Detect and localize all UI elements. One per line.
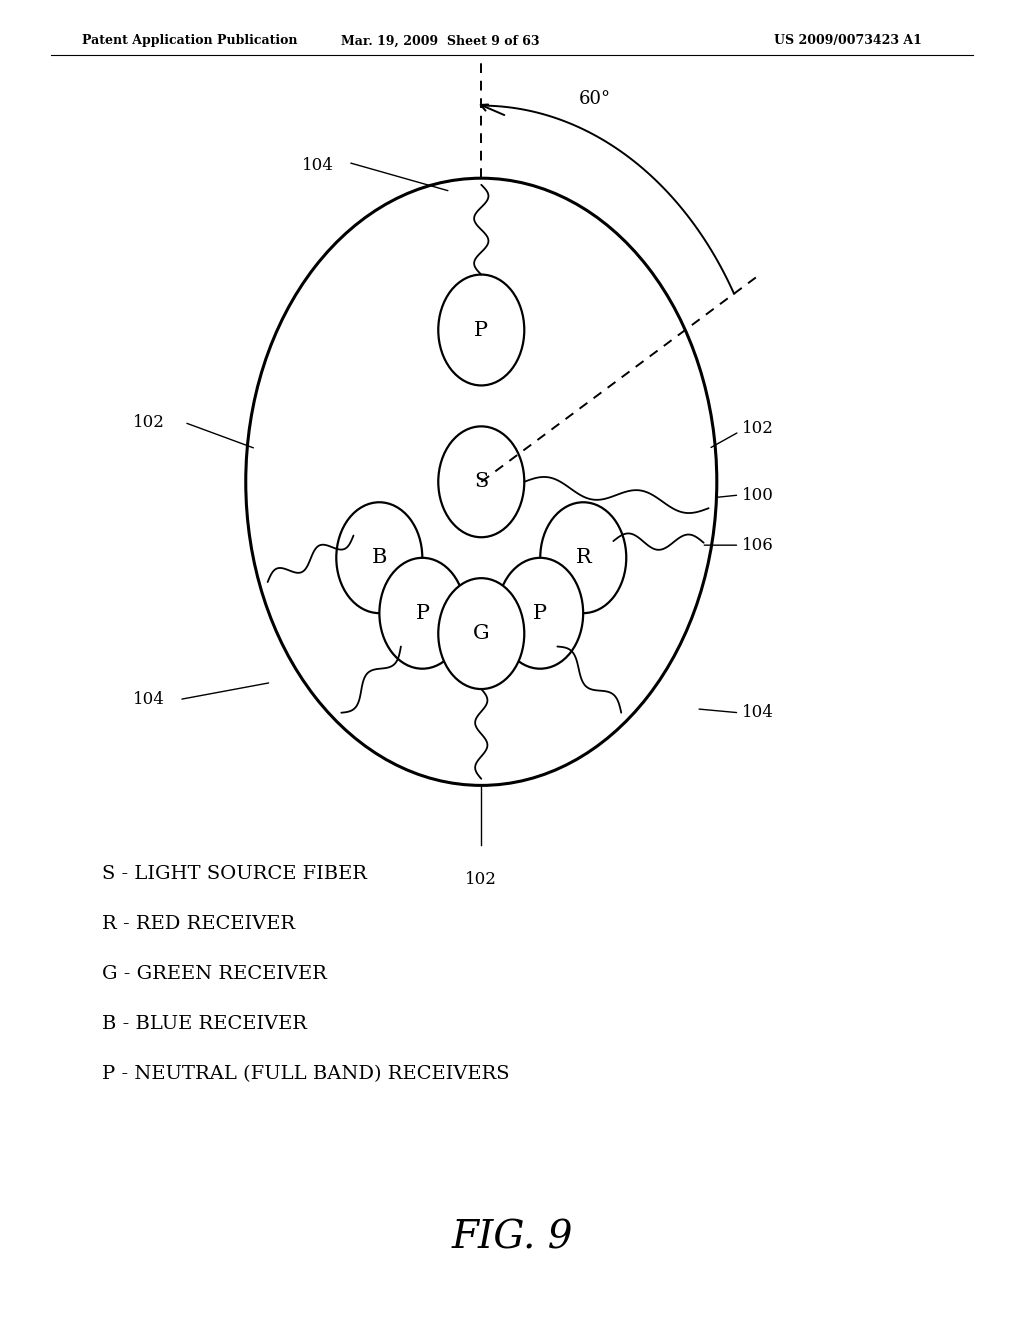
Text: P: P [474,321,488,339]
Text: 104: 104 [742,705,774,721]
Text: 100: 100 [742,487,774,503]
Text: FIG. 9: FIG. 9 [452,1220,572,1257]
Text: S - LIGHT SOURCE FIBER: S - LIGHT SOURCE FIBER [102,865,368,883]
Text: B - BLUE RECEIVER: B - BLUE RECEIVER [102,1015,307,1034]
Circle shape [541,503,627,614]
Text: G - GREEN RECEIVER: G - GREEN RECEIVER [102,965,328,983]
Text: 102: 102 [133,414,165,430]
Text: 102: 102 [742,421,774,437]
Circle shape [379,558,465,669]
Text: Mar. 19, 2009  Sheet 9 of 63: Mar. 19, 2009 Sheet 9 of 63 [341,34,540,48]
Text: S: S [474,473,488,491]
Circle shape [336,502,422,612]
Text: 60°: 60° [579,90,610,108]
Text: P: P [416,603,429,623]
Text: R: R [575,548,591,568]
Text: R - RED RECEIVER: R - RED RECEIVER [102,915,296,933]
Text: 104: 104 [133,692,165,708]
Circle shape [438,578,524,689]
Circle shape [498,558,584,669]
Text: US 2009/0073423 A1: US 2009/0073423 A1 [774,34,922,48]
Circle shape [438,275,524,385]
Text: Patent Application Publication: Patent Application Publication [82,34,297,48]
Text: P - NEUTRAL (FULL BAND) RECEIVERS: P - NEUTRAL (FULL BAND) RECEIVERS [102,1065,510,1084]
Text: 104: 104 [302,157,334,173]
Text: 106: 106 [742,537,774,553]
Text: P: P [534,603,547,623]
Text: 102: 102 [465,871,498,888]
Text: G: G [473,624,489,643]
Circle shape [438,426,524,537]
Text: B: B [372,548,387,568]
